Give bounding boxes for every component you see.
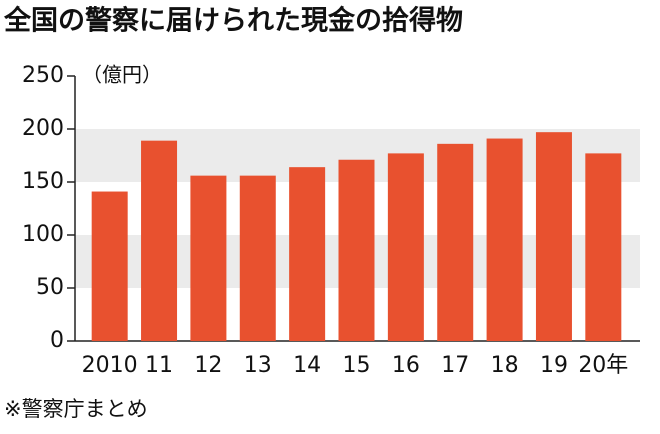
bar [486, 138, 523, 341]
bar [535, 132, 572, 341]
x-tick-label: 19 [540, 353, 568, 378]
y-tick-label: 50 [36, 275, 64, 300]
x-tick-label: 11 [145, 353, 173, 378]
chart-title: 全国の警察に届けられた現金の拾得物 [3, 5, 463, 37]
bar [289, 167, 326, 341]
bar [338, 159, 375, 341]
bar [437, 143, 474, 341]
source-note: ※警察庁まとめ [4, 397, 148, 421]
bar [387, 153, 424, 341]
y-tick-label: 150 [22, 169, 64, 194]
bar [91, 191, 128, 341]
bar [239, 175, 276, 341]
x-tick-label: 18 [491, 353, 519, 378]
x-tick-label: 13 [244, 353, 272, 378]
x-tick-label: 17 [441, 353, 469, 378]
y-axis-unit: （億円） [82, 63, 162, 87]
y-tick-label: 0 [50, 328, 64, 353]
x-tick-label: 16 [392, 353, 420, 378]
bar [585, 153, 622, 341]
y-tick-label: 100 [22, 222, 64, 247]
x-tick-label: 2010 [82, 353, 138, 378]
y-tick-label: 250 [22, 63, 64, 88]
bar [190, 175, 227, 341]
x-tick-label: 12 [194, 353, 222, 378]
x-tick-label: 20年 [578, 353, 628, 378]
x-tick-label: 14 [293, 353, 321, 378]
bar [141, 140, 178, 341]
y-tick-label: 200 [22, 116, 64, 141]
x-tick-label: 15 [343, 353, 371, 378]
